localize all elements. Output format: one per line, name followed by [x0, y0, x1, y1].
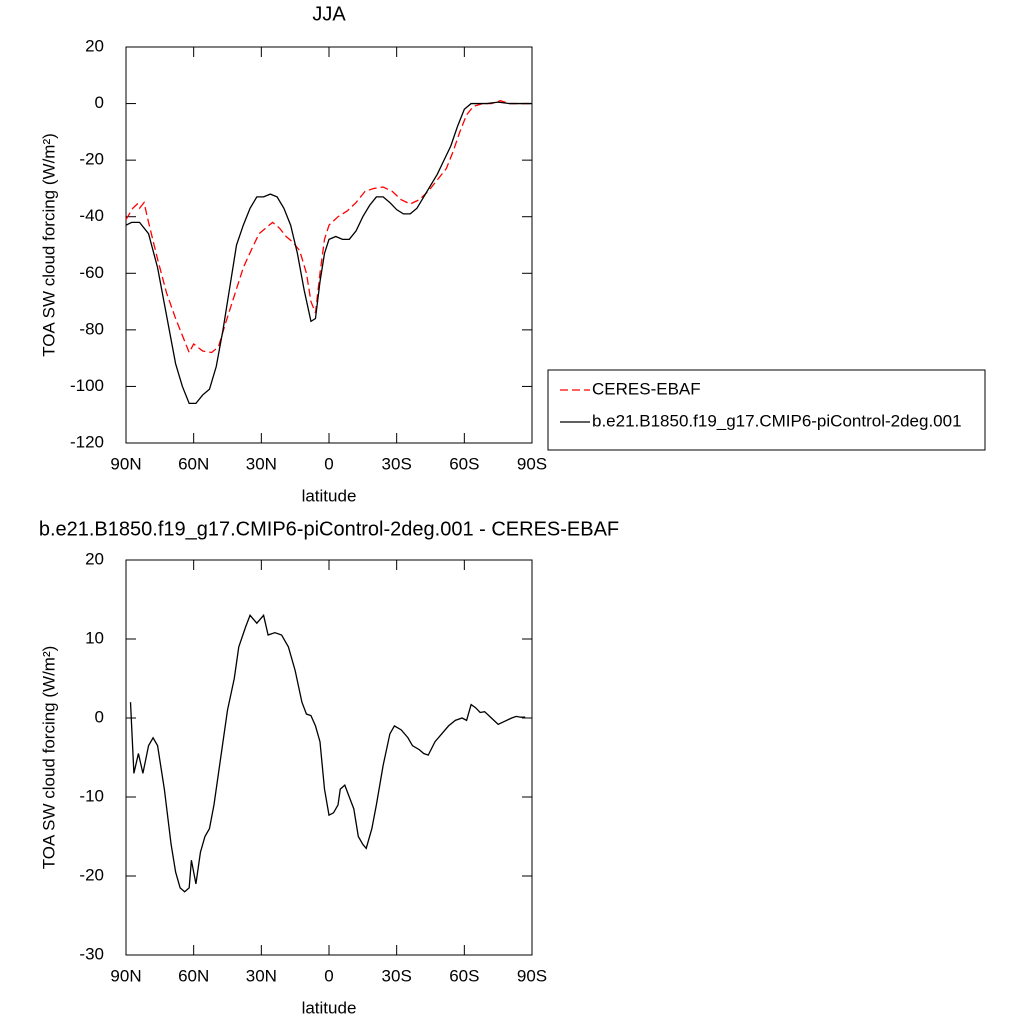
x-tick-label: 30N	[246, 966, 277, 985]
x-tick-label: 60N	[178, 966, 209, 985]
x-axis-label: latitude	[302, 486, 357, 505]
y-tick-label: 20	[85, 36, 104, 55]
data-line	[125, 101, 532, 405]
y-tick-label: -30	[79, 944, 104, 963]
legend-box	[547, 369, 986, 451]
x-tick-label: 90N	[110, 454, 141, 473]
x-tick-label: 30S	[382, 454, 412, 473]
x-tick-label: 0	[324, 966, 333, 985]
x-tick-label: 0	[324, 454, 333, 473]
y-tick-label: -60	[79, 263, 104, 282]
y-tick-label: -10	[79, 786, 104, 805]
x-axis-label: latitude	[302, 998, 357, 1017]
x-tick-label: 60S	[449, 454, 479, 473]
y-tick-label: -80	[79, 319, 104, 338]
x-tick-label: 60N	[178, 454, 209, 473]
legend-label: b.e21.B1850.f19_g17.CMIP6-piControl-2deg…	[592, 411, 962, 430]
y-tick-label: 20	[85, 549, 104, 568]
x-tick-label: 90N	[110, 966, 141, 985]
y-tick-label: -100	[70, 376, 104, 395]
x-tick-label: 90S	[517, 966, 547, 985]
x-tick-label: 60S	[449, 966, 479, 985]
chart-title: JJA	[312, 3, 346, 25]
plot-frame	[125, 46, 533, 444]
y-tick-label: -120	[70, 432, 104, 451]
chart-title: b.e21.B1850.f19_g17.CMIP6-piControl-2deg…	[39, 518, 619, 540]
x-tick-label: 30N	[246, 454, 277, 473]
legend: CERES-EBAF b.e21.B1850.f19_g17.CMIP6-piCo…	[547, 369, 986, 451]
y-tick-label: -40	[79, 206, 104, 225]
y-tick-label: 0	[95, 93, 104, 112]
y-tick-label: -20	[79, 865, 104, 884]
y-tick-label: 0	[95, 707, 104, 726]
y-tick-label: 10	[85, 628, 104, 647]
x-tick-label: 90S	[517, 454, 547, 473]
plot-frame	[125, 559, 533, 956]
x-tick-label: 30S	[382, 966, 412, 985]
legend-label: CERES-EBAF	[592, 379, 701, 398]
y-tick-label: -20	[79, 150, 104, 169]
y-axis-label: TOA SW cloud forcing (W/m²)	[39, 646, 58, 870]
data-line	[129, 613, 526, 893]
y-axis-label: TOA SW cloud forcing (W/m²)	[39, 133, 58, 357]
data-line	[125, 100, 532, 355]
